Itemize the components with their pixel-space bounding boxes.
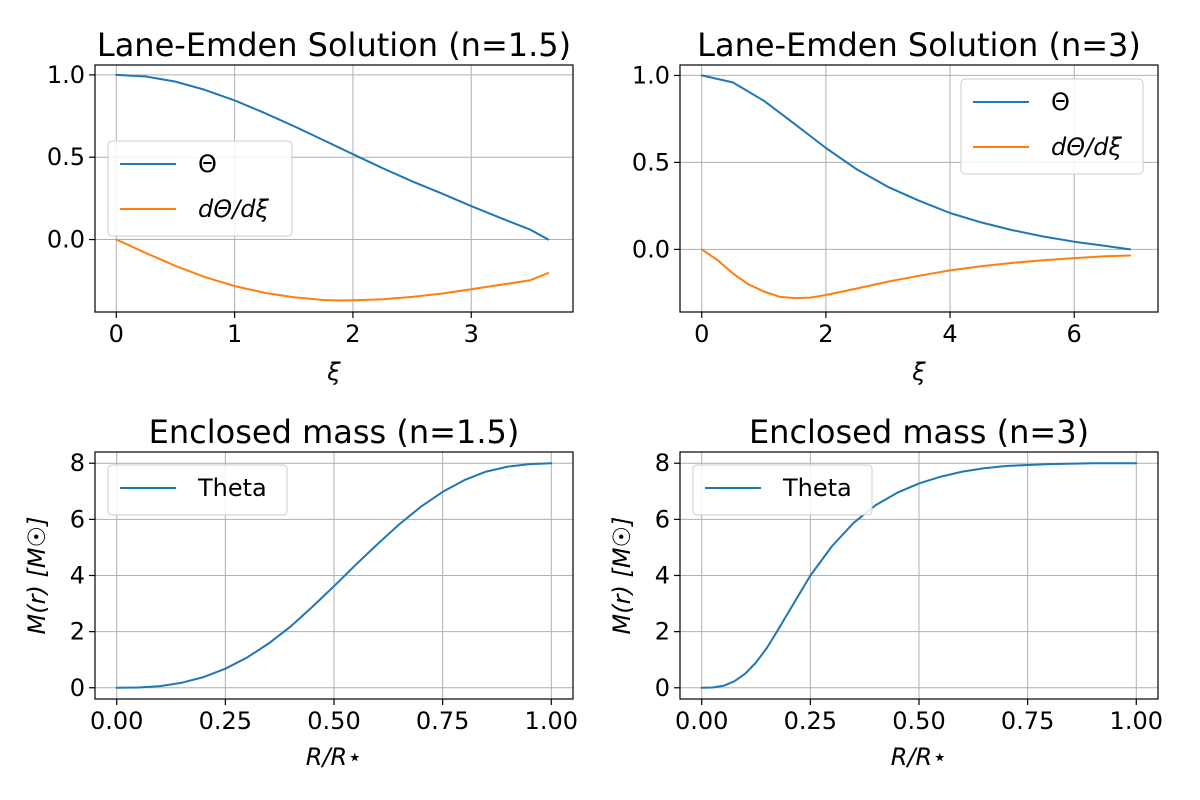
x-tick-label: 0.25 <box>784 707 837 735</box>
legend-box <box>107 464 288 516</box>
y-tick-label: 1.0 <box>632 61 670 89</box>
legend: ΘdΘ/dξ <box>107 140 293 237</box>
chart-panel-4: 0.00 0.25 0.50 0.75 1.00 0 2 4 6 8 Enclosed mass (… <box>608 413 1163 771</box>
legend-label-1: Theta <box>782 474 852 502</box>
x-tick-label: 1.00 <box>525 707 578 735</box>
x-tick-label: 1 <box>227 320 242 348</box>
y-tick-label: 8 <box>655 449 670 477</box>
y-tick-label: 6 <box>655 505 670 533</box>
x-tick-label: 0.50 <box>892 707 945 735</box>
legend: Theta <box>692 464 873 516</box>
y-tick-label: 0 <box>655 674 670 702</box>
y-axis-label: M(r) [M☉] <box>23 517 51 635</box>
x-tick-label: 2 <box>345 320 360 348</box>
legend: ΘdΘ/dξ <box>960 78 1144 175</box>
x-tick-label: 0.50 <box>307 707 360 735</box>
x-tick-label: 4 <box>942 320 957 348</box>
y-tick-label: 2 <box>655 618 670 646</box>
series-line-2 <box>700 248 1132 300</box>
x-tick-label: 0.75 <box>416 707 469 735</box>
y-tick-label: 0.5 <box>632 148 670 176</box>
y-tick-label: 0.0 <box>47 226 85 254</box>
y-tick-label: 0 <box>70 674 85 702</box>
x-axis-label: ξ <box>326 358 341 386</box>
y-tick-label: 4 <box>70 562 85 590</box>
y-tick-label: 6 <box>70 505 85 533</box>
y-axis-label: M(r) [M☉] <box>608 517 636 635</box>
y-tick-label: 2 <box>70 618 85 646</box>
chart-title: Enclosed mass (n=1.5) <box>149 413 520 451</box>
chart-title: Enclosed mass (n=3) <box>749 413 1089 451</box>
chart-title: Lane-Emden Solution (n=1.5) <box>97 26 571 64</box>
x-tick-label: 2 <box>818 320 833 348</box>
x-tick-label: 0.75 <box>1001 707 1054 735</box>
x-axis-label: R/R⋆ <box>891 743 947 771</box>
legend-box <box>692 464 873 516</box>
legend-label-2: dΘ/dξ <box>198 195 269 223</box>
chart-panel-1: 0 1 2 3 0.0 0.5 1.0 Lane-Emden Solution (n=1.5)… <box>47 26 574 386</box>
series-line-1 <box>115 462 553 689</box>
series-line-1 <box>700 74 1132 251</box>
series-line-1 <box>115 73 550 241</box>
legend-label-1: Theta <box>197 474 267 502</box>
x-tick-label: 3 <box>464 320 479 348</box>
y-tick-label: 0.5 <box>47 143 85 171</box>
legend-label-1: Θ <box>1051 88 1070 116</box>
x-tick-label: 0.25 <box>199 707 252 735</box>
x-tick-label: 0.00 <box>90 707 143 735</box>
y-tick-label: 4 <box>655 562 670 590</box>
x-tick-label: 0.00 <box>675 707 728 735</box>
x-tick-label: 0 <box>109 320 124 348</box>
legend-label-2: dΘ/dξ <box>1051 133 1122 161</box>
x-axis-label: R/R⋆ <box>306 743 362 771</box>
x-tick-label: 6 <box>1067 320 1082 348</box>
plot-frame <box>94 64 574 313</box>
chart-panel-3: 0.00 0.25 0.50 0.75 1.00 0 2 4 6 8 Enclosed mass (… <box>23 413 578 771</box>
x-tick-label: 0 <box>694 320 709 348</box>
y-tick-label: 1.0 <box>47 61 85 89</box>
series-line-1 <box>700 462 1138 689</box>
x-tick-label: 1.00 <box>1110 707 1163 735</box>
y-tick-label: 8 <box>70 449 85 477</box>
chart-panel-2: 0 2 4 6 0.0 0.5 1.0 Lane-Emden Solution (n=3) ξ Θ… <box>632 26 1159 386</box>
series-line-2 <box>115 238 550 302</box>
chart-title: Lane-Emden Solution (n=3) <box>697 26 1141 64</box>
legend-label-1: Θ <box>198 150 217 178</box>
x-axis-label: ξ <box>911 358 926 386</box>
legend: Theta <box>107 464 288 516</box>
y-tick-label: 0.0 <box>632 235 670 263</box>
plot-frame <box>679 64 1159 313</box>
